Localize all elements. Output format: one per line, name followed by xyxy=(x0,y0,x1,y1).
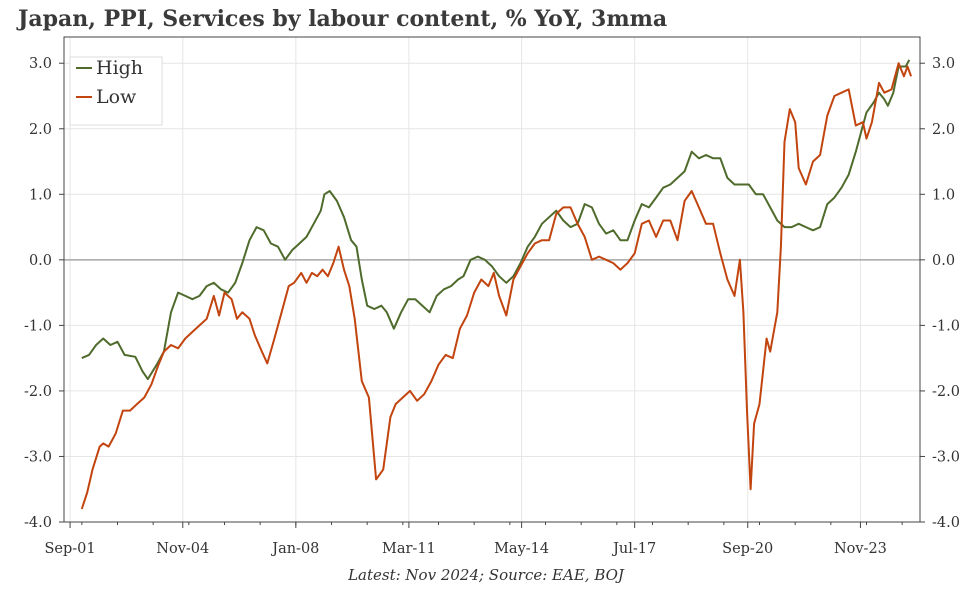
legend-label-low: Low xyxy=(96,86,137,108)
plot-frame xyxy=(63,36,921,523)
series-group xyxy=(80,59,913,510)
y-tick-label-right: 3.0 xyxy=(932,56,955,72)
x-tick-label: Jan-08 xyxy=(270,541,319,557)
y-tick-label-right: -4.0 xyxy=(932,515,960,531)
series-line-low xyxy=(80,62,913,510)
legend-box xyxy=(69,56,163,126)
chart-title: Japan, PPI, Services by labour content, … xyxy=(18,6,668,32)
legend: High Low xyxy=(69,56,163,126)
y-tick-label-right: 2.0 xyxy=(932,122,955,138)
x-tick-label: May-14 xyxy=(494,541,549,557)
y-tick-label-right: 1.0 xyxy=(932,187,955,203)
legend-label-high: High xyxy=(96,57,143,79)
y-tick-label-left: 2.0 xyxy=(29,122,52,138)
y-tick-label-left: -2.0 xyxy=(24,384,52,400)
x-tick-label: Nov-04 xyxy=(156,541,209,557)
y-tick-label-left: -1.0 xyxy=(24,318,52,334)
series-line-high xyxy=(81,59,911,381)
y-tick-label-right: -2.0 xyxy=(932,384,960,400)
y-tick-label-left: -4.0 xyxy=(24,515,52,531)
x-tick-label: Sep-20 xyxy=(722,541,773,557)
x-tick-label: Mar-11 xyxy=(382,541,436,557)
x-tick-label: Sep-01 xyxy=(44,541,95,557)
y-tick-label-left: 1.0 xyxy=(29,187,52,203)
y-tick-label-left: 3.0 xyxy=(29,56,52,72)
axes: -4.0 -4.0 -3.0 -3.0 -2.0 -2.0 -1.0 -1.0 0.0 0.0 1.… xyxy=(24,56,960,557)
y-tick-label-left: -3.0 xyxy=(24,449,52,465)
x-tick-label: Jul-17 xyxy=(611,541,656,557)
y-tick-label-right: -1.0 xyxy=(932,318,960,334)
y-tick-label-left: 0.0 xyxy=(29,253,52,269)
x-tick-label: Nov-23 xyxy=(834,541,887,557)
y-tick-label-right: 0.0 xyxy=(932,253,955,269)
y-tick-label-right: -3.0 xyxy=(932,449,960,465)
source-caption: Latest: Nov 2024; Source: EAE, BOJ xyxy=(348,566,624,584)
